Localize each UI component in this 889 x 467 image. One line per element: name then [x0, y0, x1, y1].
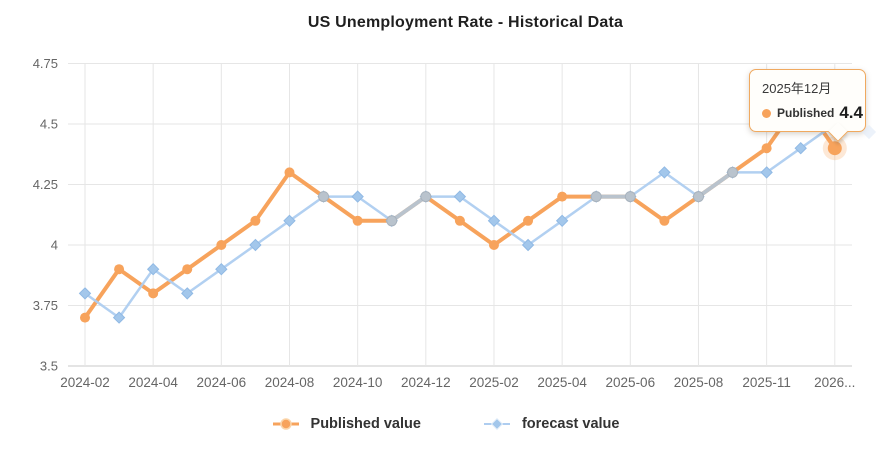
chart-title: US Unemployment Rate - Historical Data — [307, 14, 624, 31]
svg-text:2026...: 2026... — [814, 375, 855, 390]
forecast-series-marker-icon — [483, 417, 510, 431]
svg-text:4.25: 4.25 — [33, 177, 58, 192]
overlap-layer — [318, 166, 739, 227]
svg-text:3.75: 3.75 — [33, 298, 58, 313]
svg-text:2025-02: 2025-02 — [469, 375, 519, 390]
svg-text:2024-12: 2024-12 — [401, 375, 451, 390]
published-series-marker-icon — [272, 418, 299, 430]
svg-text:2025-04: 2025-04 — [537, 375, 587, 390]
tooltip-date: 2025年12月 — [762, 81, 832, 96]
svg-text:4.75: 4.75 — [33, 56, 58, 71]
published-dot-icon — [762, 108, 771, 118]
legend-item-forecast[interactable]: forecast value — [481, 416, 620, 432]
highlighted-point — [822, 136, 847, 161]
svg-text:4: 4 — [51, 238, 58, 253]
chart-plot-area[interactable]: 3.5 3.75 4 4.25 4.5 4.75 2024-02 2024-04 2024-06… — [0, 0, 889, 398]
svg-text:2024-08: 2024-08 — [265, 375, 315, 390]
legend-label-published: Published value — [310, 416, 421, 432]
svg-text:2025-11: 2025-11 — [742, 375, 791, 390]
tooltip-value-row: Published 4.4 — [762, 103, 863, 123]
svg-text:3.5: 3.5 — [40, 359, 58, 374]
svg-text:2024-02: 2024-02 — [60, 375, 110, 390]
svg-text:4.5: 4.5 — [40, 117, 58, 132]
svg-text:2024-10: 2024-10 — [333, 375, 383, 390]
y-gridlines: 3.5 3.75 4 4.25 4.5 4.75 — [33, 56, 852, 374]
chart-legend: Published value forecast value — [0, 416, 889, 432]
tooltip-series-label: Published — [777, 106, 835, 120]
legend-label-forecast: forecast value — [521, 416, 620, 432]
legend-item-published[interactable]: Published value — [270, 416, 421, 432]
chart-tooltip: 2025年12月 Published 4.4 — [749, 69, 877, 142]
svg-text:2024-04: 2024-04 — [128, 375, 178, 390]
tooltip-value: 4.4 — [839, 103, 863, 122]
svg-text:2025-06: 2025-06 — [606, 375, 656, 390]
svg-text:2025-08: 2025-08 — [674, 375, 724, 390]
x-gridlines: 2024-02 2024-04 2024-06 2024-08 2024-10 2024-… — [60, 63, 855, 390]
svg-text:2024-06: 2024-06 — [197, 375, 247, 390]
